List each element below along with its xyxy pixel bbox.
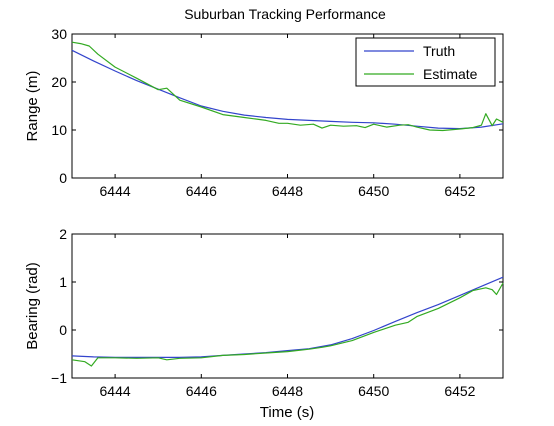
range-y-tick-label: 10 <box>51 122 67 138</box>
chart-title: Suburban Tracking Performance <box>184 6 386 22</box>
range-x-tick-label: 6446 <box>186 183 217 199</box>
bearing-series-group <box>71 276 504 367</box>
range-y-tick-label: 20 <box>51 74 67 90</box>
bearing-y-tick-label: 2 <box>59 226 67 242</box>
range-ticks-group: 6444 6446 6448 6450 6452 0 10 20 30 <box>51 26 503 199</box>
bearing-y-tick-label: −1 <box>51 370 67 386</box>
range-y-axis-label: Range (m) <box>24 71 41 142</box>
range-truth-line <box>71 49 504 130</box>
bearing-ticks-group: 6444 6446 6448 6450 6452 −1 0 1 2 <box>51 226 503 399</box>
legend: Truth Estimate <box>355 37 496 87</box>
bearing-estimate-line <box>71 282 504 367</box>
bearing-truth-line <box>71 276 504 358</box>
range-y-tick-label: 30 <box>51 26 67 42</box>
bearing-x-tick-label: 6450 <box>358 383 389 399</box>
bearing-x-tick-label: 6452 <box>444 383 475 399</box>
bearing-plot-area <box>71 233 504 379</box>
bearing-x-tick-label: 6446 <box>186 383 217 399</box>
bearing-x-tick-label: 6448 <box>272 383 303 399</box>
range-estimate-line <box>71 41 504 132</box>
legend-box <box>355 37 496 87</box>
bearing-y-tick-label: 1 <box>59 274 67 290</box>
bearing-y-axis-label: Bearing (rad) <box>24 262 41 350</box>
bearing-y-tick-label: 0 <box>59 322 67 338</box>
bearing-x-tick-label: 6444 <box>100 383 131 399</box>
legend-estimate-label: Estimate <box>423 66 478 82</box>
range-panel: 6444 6446 6448 6450 6452 0 10 20 30 Range (m) Tr… <box>24 26 504 199</box>
range-x-tick-label: 6450 <box>358 183 389 199</box>
range-x-tick-label: 6444 <box>100 183 131 199</box>
range-series-group <box>71 41 504 132</box>
legend-truth-label: Truth <box>423 43 455 59</box>
range-x-tick-label: 6448 <box>272 183 303 199</box>
x-axis-label: Time (s) <box>260 404 314 421</box>
range-y-tick-label: 0 <box>59 170 67 186</box>
range-x-tick-label: 6452 <box>444 183 475 199</box>
